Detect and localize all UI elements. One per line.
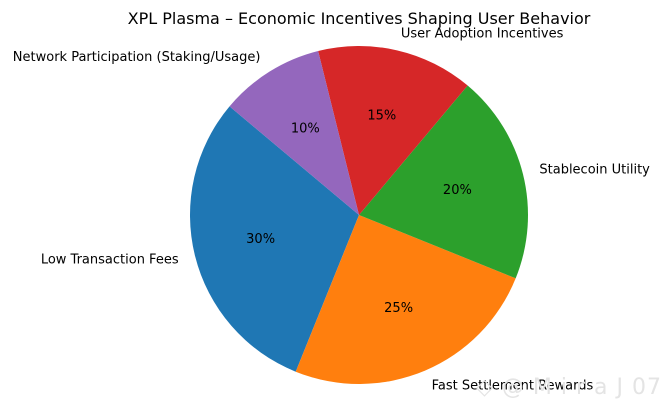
percent-label-low-transaction-fees: 30% [246, 232, 275, 247]
slice-label-stablecoin-utility: Stablecoin Utility [539, 163, 650, 178]
percent-label-network-participation-staking-usage: 10% [291, 122, 320, 137]
percent-label-stablecoin-utility: 20% [443, 183, 472, 198]
slice-labels: Low Transaction Fees Fast Settlement Rewa… [13, 26, 650, 393]
slice-label-fast-settlement-rewards: Fast Settlement Rewards [432, 379, 594, 394]
slice-label-user-adoption-incentives: User Adoption Incentives [401, 26, 564, 41]
pie-slice-stablecoin-utility [359, 85, 528, 279]
percent-labels: 30% 25% 20% 15% 10% [246, 109, 472, 316]
watermark: ◇ @ M i r a J 07 [476, 375, 662, 400]
pie-slices [189, 46, 528, 384]
slice-label-network-participation-staking-usage: Network Participation (Staking/Usage) [13, 50, 261, 65]
pie-slice-user-adoption-incentives [318, 46, 468, 216]
percent-label-fast-settlement-rewards: 25% [384, 301, 413, 316]
slice-label-low-transaction-fees: Low Transaction Fees [41, 252, 179, 267]
chart-title: XPL Plasma – Economic Incentives Shaping… [128, 9, 591, 28]
pie-slice-fast-settlement-rewards [295, 215, 516, 384]
percent-label-user-adoption-incentives: 15% [367, 109, 396, 124]
pie-slice-network-participation-staking-usage [229, 51, 359, 216]
pie-slice-low-transaction-fees [189, 106, 359, 372]
